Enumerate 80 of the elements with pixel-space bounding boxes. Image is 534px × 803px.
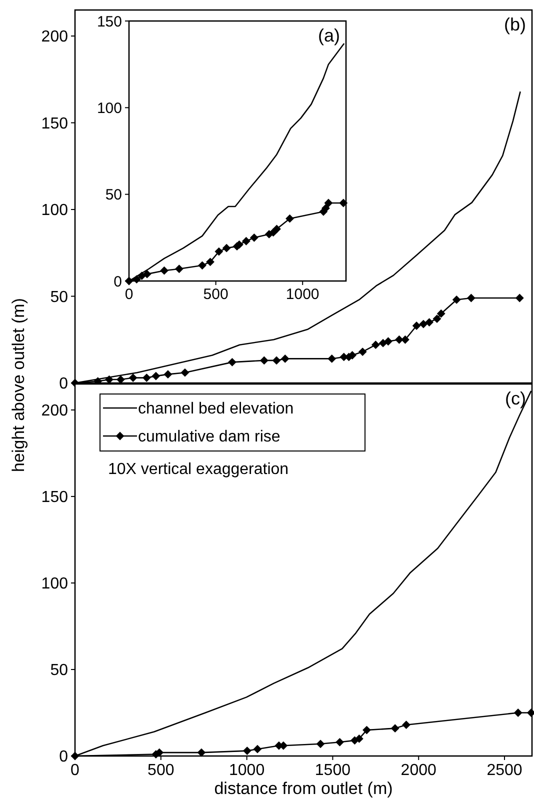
point (164, 370, 172, 379)
y-axis-title: height above outlet (m) (9, 298, 28, 472)
point (180, 368, 190, 377)
point (272, 224, 281, 234)
point (128, 374, 138, 382)
point (214, 247, 224, 256)
y-tick-label: 150 (96, 13, 122, 30)
point (198, 261, 206, 270)
y-tick-label: 100 (96, 100, 122, 117)
point (526, 708, 534, 717)
point (466, 294, 476, 302)
point (132, 275, 141, 284)
x-tick-label: 500 (203, 286, 228, 303)
point (142, 270, 152, 278)
y-tick-label: 0 (114, 273, 122, 290)
point (358, 348, 367, 356)
point (286, 214, 294, 223)
x-axis-title: distance from outlet (m) (214, 779, 393, 798)
point (401, 335, 410, 344)
x-tick-label: 0 (124, 286, 134, 303)
chart-title: (b) (504, 14, 526, 34)
point (394, 335, 404, 344)
y-tick-label: 50 (50, 288, 68, 306)
point (152, 372, 160, 380)
point (250, 233, 258, 242)
point (228, 358, 236, 366)
point (339, 198, 348, 208)
point (402, 720, 410, 730)
x-tick-label: 1000 (229, 762, 265, 779)
y-tick-label: 100 (41, 202, 68, 220)
point (324, 198, 333, 208)
point (514, 708, 522, 717)
x-tick-label: 1500 (314, 762, 351, 779)
point (425, 318, 434, 326)
point (432, 314, 442, 324)
point (272, 356, 281, 365)
point (197, 748, 206, 757)
y-tick-label: 0 (59, 748, 68, 766)
point (280, 354, 290, 363)
legend-label: cumulative dam rise (138, 428, 280, 446)
point (362, 726, 371, 734)
y-tick-label: 50 (50, 662, 68, 680)
y-tick-label: 200 (41, 28, 68, 46)
point (419, 320, 428, 328)
chart-title: (c) (505, 388, 526, 408)
point (206, 258, 214, 266)
point (371, 340, 380, 350)
point (253, 744, 262, 754)
point (222, 244, 231, 252)
point (260, 356, 268, 365)
y-tick-label: 150 (41, 489, 68, 506)
y-tick-label: 50 (105, 186, 122, 204)
point (142, 374, 151, 382)
legend-label: channel bed elevation (138, 400, 294, 418)
x-tick-label: 1000 (286, 286, 320, 303)
point (515, 294, 524, 302)
point (160, 266, 168, 275)
point (452, 296, 461, 304)
annotation: 10X vertical exaggeration (108, 461, 289, 478)
point (412, 322, 421, 330)
y-tick-label: 150 (41, 115, 68, 132)
point (174, 264, 184, 274)
point (436, 309, 446, 318)
x-tick-label: 2000 (400, 762, 437, 779)
y-tick-label: 200 (41, 402, 68, 420)
y-tick-label: 100 (41, 576, 68, 593)
chart-title: (a) (318, 25, 340, 46)
point (242, 236, 250, 246)
y-tick-label: 0 (59, 376, 68, 393)
point (316, 740, 325, 748)
point (336, 738, 344, 746)
point (124, 276, 134, 286)
point (328, 354, 336, 363)
point (70, 752, 80, 760)
point (390, 724, 400, 733)
x-tick-label: 0 (70, 762, 80, 779)
point (384, 337, 392, 346)
x-tick-label: 2500 (486, 762, 522, 779)
x-tick-label: 500 (148, 762, 174, 779)
point (242, 746, 252, 756)
